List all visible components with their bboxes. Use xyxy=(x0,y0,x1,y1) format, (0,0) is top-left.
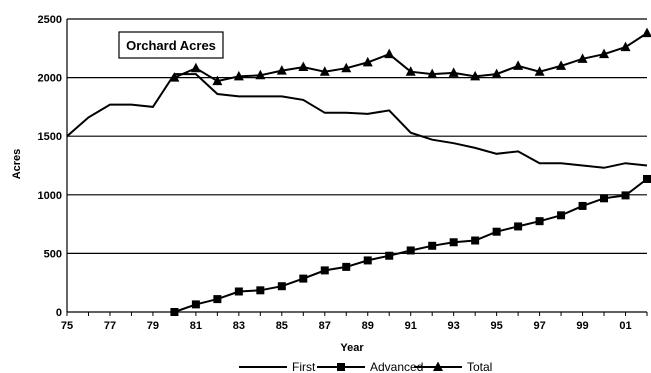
x-tick-label: 83 xyxy=(233,320,245,332)
y-axis-label: Acres xyxy=(11,149,23,180)
data-point-total xyxy=(470,70,481,81)
data-point-advanced xyxy=(363,256,372,265)
axis-layer: 0 500 1000 1500 2000 2500 75 77 79 81 83 85 87 89 91 93… xyxy=(38,14,648,332)
y-tick-label: 1000 xyxy=(38,190,62,202)
data-point-advanced xyxy=(277,282,286,291)
y-tick-label: 2000 xyxy=(38,73,62,85)
data-point-total xyxy=(384,48,395,59)
x-tick-label: 91 xyxy=(405,320,417,332)
legend-marker-total xyxy=(433,361,443,371)
data-point-total xyxy=(169,72,180,82)
series-line-first xyxy=(66,73,648,169)
data-point-total xyxy=(255,69,266,80)
x-tick-label: 97 xyxy=(533,320,545,332)
data-point-advanced xyxy=(535,217,544,226)
x-tick-label: 87 xyxy=(319,320,331,332)
x-tick-label: 01 xyxy=(619,320,631,332)
x-tick-label: 77 xyxy=(104,320,116,332)
data-point-total xyxy=(599,48,610,59)
data-point-advanced xyxy=(213,295,222,304)
data-point-total xyxy=(298,61,309,72)
data-point-advanced xyxy=(578,201,587,210)
data-point-total xyxy=(341,62,352,73)
x-tick-label: 75 xyxy=(61,320,73,332)
x-tick-label: 95 xyxy=(491,320,503,332)
data-point-advanced xyxy=(170,308,179,316)
data-point-advanced xyxy=(320,266,329,275)
legend-marker-advanced xyxy=(337,363,345,371)
legend-item-first: First xyxy=(239,360,316,373)
data-point-total xyxy=(556,60,567,70)
x-tick-label: 99 xyxy=(576,320,588,332)
series-advanced xyxy=(170,174,651,316)
data-point-total xyxy=(233,70,244,81)
grid-layer xyxy=(67,18,647,254)
data-point-total xyxy=(212,75,223,86)
x-axis-label: Year xyxy=(340,342,364,354)
legend-label-total: Total xyxy=(467,360,492,373)
data-point-total xyxy=(620,41,631,52)
legend-label-advanced: Advanced xyxy=(370,360,423,373)
data-point-advanced xyxy=(234,287,243,296)
x-tick-label: 93 xyxy=(448,320,460,332)
series-total xyxy=(169,27,651,86)
legend: First Advanced Total xyxy=(239,360,492,373)
data-point-advanced xyxy=(600,194,609,203)
chart-title-frame xyxy=(118,31,224,59)
data-point-total xyxy=(319,66,330,76)
series-layer xyxy=(66,27,651,316)
data-point-advanced xyxy=(342,262,351,271)
series-line-advanced xyxy=(174,178,648,313)
data-point-advanced xyxy=(643,174,651,183)
data-point-total xyxy=(190,62,201,73)
data-point-advanced xyxy=(514,222,523,231)
chart-title-box: Orchard Acres xyxy=(118,31,224,59)
data-point-advanced xyxy=(299,274,308,283)
data-point-total xyxy=(577,53,588,63)
data-point-total xyxy=(276,65,287,75)
data-point-total xyxy=(534,66,545,76)
chart-title: Orchard Acres xyxy=(126,38,216,53)
data-point-advanced xyxy=(428,241,437,250)
x-tick-label: 79 xyxy=(147,320,159,332)
legend-label-first: First xyxy=(292,360,316,373)
y-tick-label: 2500 xyxy=(38,14,62,26)
data-point-advanced xyxy=(191,300,200,309)
data-point-total xyxy=(642,27,651,38)
series-first xyxy=(66,73,648,169)
legend-item-total: Total xyxy=(414,360,492,373)
x-tick-label: 89 xyxy=(362,320,374,332)
data-point-advanced xyxy=(621,191,630,200)
data-point-advanced xyxy=(557,211,566,220)
y-tick-label: 500 xyxy=(44,248,62,260)
data-point-advanced xyxy=(449,238,458,247)
data-point-total xyxy=(427,68,438,79)
data-point-advanced xyxy=(492,227,501,236)
legend-item-advanced: Advanced xyxy=(317,360,423,373)
data-point-total xyxy=(513,60,524,70)
y-tick-label: 1500 xyxy=(38,131,62,143)
y-tick-label: 0 xyxy=(56,307,62,319)
data-point-total xyxy=(362,56,373,67)
data-point-total xyxy=(448,67,459,77)
data-point-advanced xyxy=(385,251,394,260)
x-tick-label: 85 xyxy=(276,320,288,332)
data-point-total xyxy=(405,66,416,76)
data-point-total xyxy=(491,68,502,79)
data-point-advanced xyxy=(256,286,265,295)
data-point-advanced xyxy=(406,246,415,255)
x-tick-label: 81 xyxy=(190,320,202,332)
data-point-advanced xyxy=(471,236,480,245)
